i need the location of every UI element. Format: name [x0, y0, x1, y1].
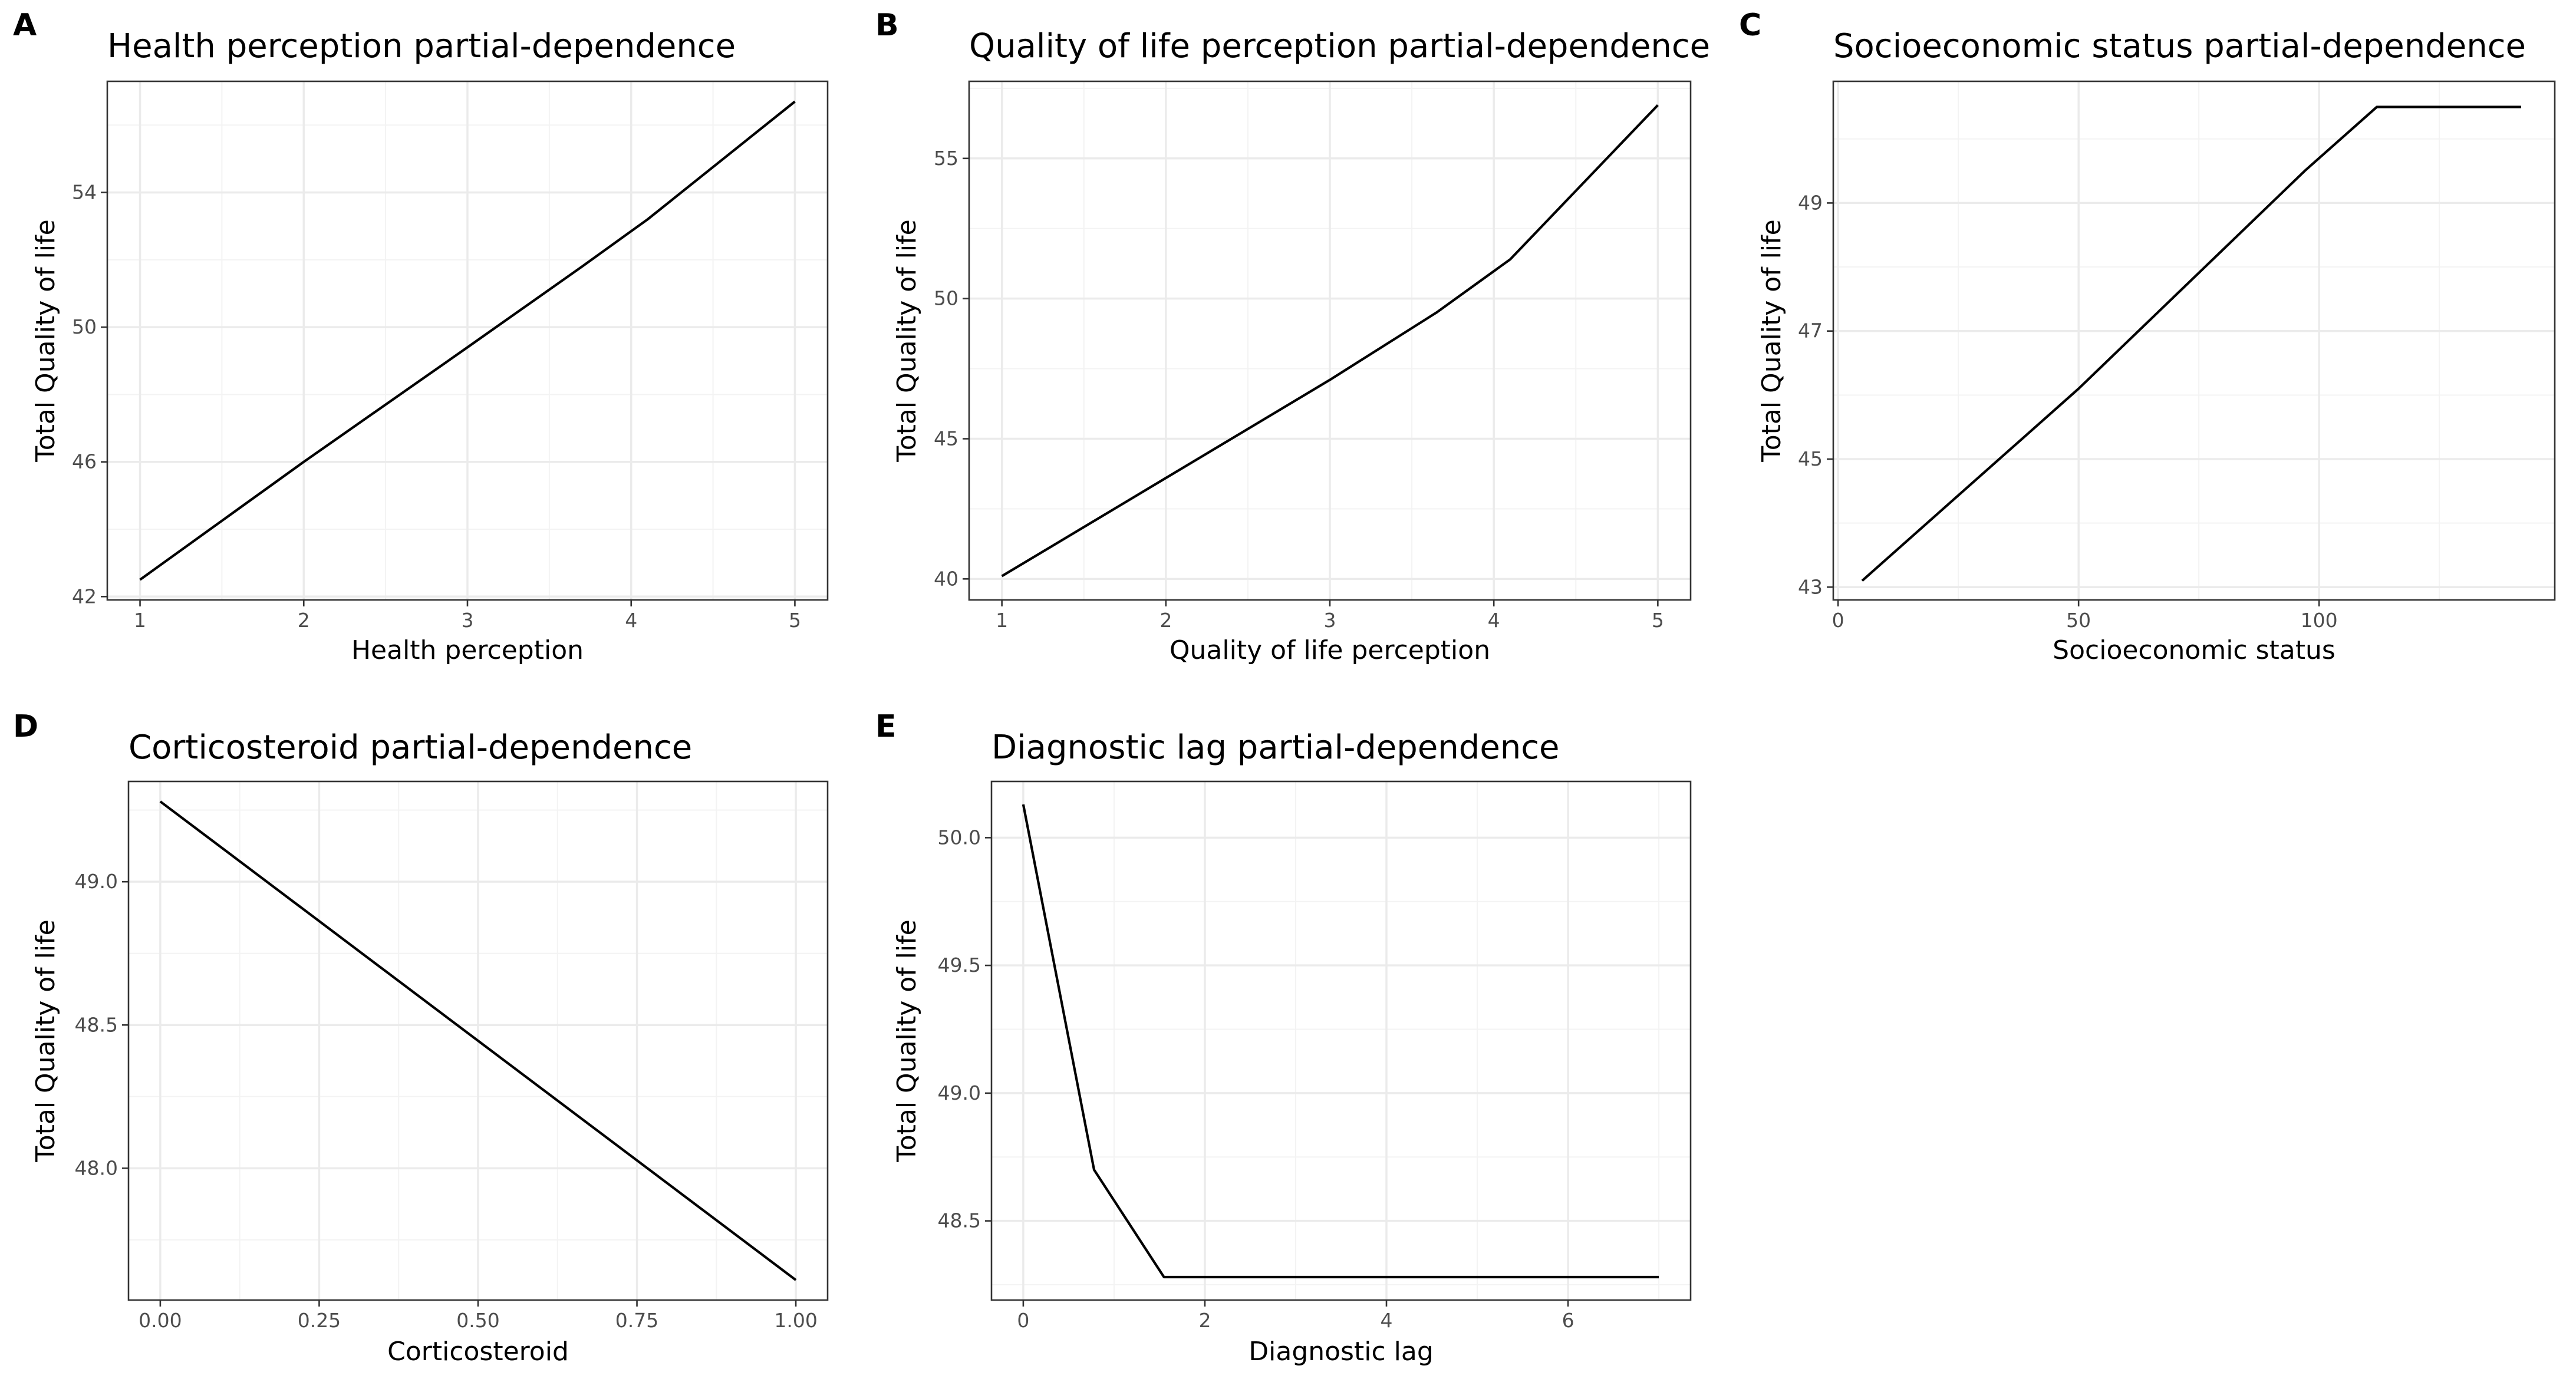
series-line: [159, 800, 797, 1281]
x-tick-label: 0.00: [139, 1309, 182, 1332]
x-tick-label: 5: [789, 609, 801, 632]
y-tick-label: 49.0: [75, 870, 118, 893]
panel-e: E Diagnostic lag partial-dependence 0 2 4 6 48…: [875, 709, 1692, 1367]
y-tick-label: 50: [72, 315, 97, 338]
panel-title: Health perception partial-dependence: [107, 27, 736, 65]
x-axis-title: Diagnostic lag: [1249, 1337, 1434, 1367]
x-tick-label: 2: [1198, 1309, 1211, 1332]
plot-frame: [1832, 80, 2556, 601]
x-tick-label: 0.25: [298, 1309, 341, 1332]
y-tick-label: 50.0: [938, 826, 981, 849]
x-tick-label: 100: [2301, 609, 2338, 632]
panel-c: C Socioeconomic status partial-dependence…: [1739, 8, 2556, 665]
y-tick-label: 54: [72, 181, 97, 204]
panel-title: Quality of life perception partial-depen…: [969, 27, 1710, 65]
x-tick-label: 0.50: [456, 1309, 499, 1332]
series-line: [139, 100, 796, 581]
y-tick-label: 42: [72, 585, 97, 608]
y-tick-label: 49: [1798, 191, 1823, 214]
panel-letter: B: [875, 8, 899, 43]
y-tick-label: 47: [1798, 319, 1823, 342]
x-tick-label: 6: [1562, 1309, 1574, 1332]
x-tick-label: 4: [625, 609, 637, 632]
panel-title: Socioeconomic status partial-dependence: [1833, 27, 2526, 65]
y-tick-label: 40: [934, 567, 958, 590]
y-tick-label: 48.5: [75, 1013, 118, 1036]
y-tick-label: 55: [934, 147, 958, 170]
x-tick-label: 3: [462, 609, 474, 632]
panel-title: Diagnostic lag partial-dependence: [991, 728, 1560, 767]
x-tick-label: 5: [1652, 609, 1664, 632]
y-tick-label: 45: [1798, 447, 1823, 470]
panel-letter: D: [13, 709, 38, 744]
series-line: [1022, 804, 1659, 1279]
x-tick-label: 1: [134, 609, 146, 632]
x-axis-title: Corticosteroid: [387, 1337, 569, 1367]
series-line: [1001, 104, 1659, 578]
panel-title: Corticosteroid partial-dependence: [129, 728, 692, 767]
series-line: [1861, 105, 2521, 582]
x-tick-label: 0.75: [615, 1309, 658, 1332]
x-tick-label: 3: [1324, 609, 1336, 632]
x-tick-label: 1.00: [774, 1309, 817, 1332]
y-axis-title: Total Quality of life: [31, 219, 61, 462]
x-tick-label: 1: [996, 609, 1008, 632]
x-axis-title: Health perception: [351, 635, 584, 665]
y-tick-label: 43: [1798, 575, 1823, 598]
x-tick-label: 0: [1832, 609, 1844, 632]
y-tick-label: 46: [72, 450, 97, 473]
y-tick-label: 50: [934, 287, 958, 310]
x-axis-title: Quality of life perception: [1170, 635, 1490, 665]
panel-letter: E: [875, 709, 897, 744]
panel-b: B Quality of life perception partial-depe…: [875, 8, 1710, 665]
y-tick-label: 45: [934, 427, 958, 450]
y-axis-title: Total Quality of life: [31, 919, 61, 1162]
y-axis-title: Total Quality of life: [1757, 219, 1787, 462]
panel-d: D Corticosteroid partial-dependence 0.00 0.…: [13, 709, 829, 1367]
y-axis-title: Total Quality of life: [892, 919, 922, 1162]
x-tick-label: 2: [1159, 609, 1172, 632]
y-tick-label: 49.5: [938, 954, 981, 977]
x-tick-label: 2: [298, 609, 310, 632]
panel-letter: C: [1739, 8, 1761, 43]
panel-a: A Health perception partial-dependence 1 2 3…: [13, 8, 829, 665]
y-axis-title: Total Quality of life: [892, 219, 922, 462]
x-tick-label: 0: [1017, 1309, 1029, 1332]
y-tick-label: 48.5: [938, 1209, 981, 1232]
x-tick-label: 4: [1381, 1309, 1393, 1332]
x-tick-label: 4: [1488, 609, 1500, 632]
panel-letter: A: [13, 8, 37, 43]
plot-frame: [990, 780, 1692, 1301]
x-tick-label: 50: [2066, 609, 2091, 632]
y-tick-label: 48.0: [75, 1156, 118, 1179]
x-axis-title: Socioeconomic status: [2053, 635, 2335, 665]
y-tick-label: 49.0: [938, 1081, 981, 1104]
